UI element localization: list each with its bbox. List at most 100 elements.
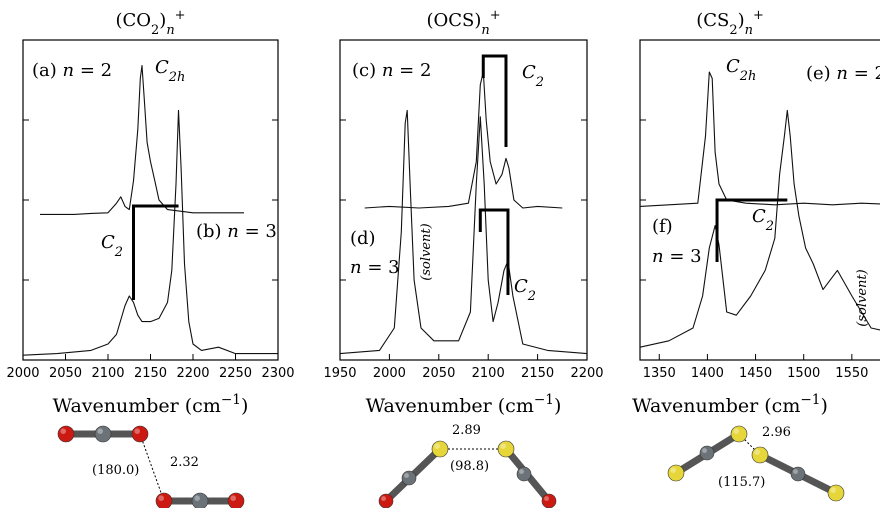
- chart-panel-1: 2000 2050 2100 2150 2200 2250 2300 (CO2)n+ Waven…: [6, 8, 294, 418]
- angle-label: (115.7): [718, 475, 765, 490]
- x-tick-label: 2250: [219, 366, 252, 381]
- symmetry-label: C2h: [726, 56, 756, 84]
- carbon-atom: [191, 492, 209, 508]
- x-tick-label: 2100: [91, 366, 124, 381]
- x-axis-label: Wavenumber (cm−1): [632, 392, 828, 417]
- symmetry-label: C2: [101, 232, 123, 260]
- x-tick-label: 1500: [787, 366, 820, 381]
- spectrum-trace-n2: [364, 71, 563, 209]
- x-tick-label: 1450: [739, 366, 772, 381]
- atom-highlight: [158, 495, 164, 502]
- c2-bracket: [132, 204, 179, 300]
- chart-panel-2: 1950 2000 2050 2100 2150 2200 (OCS)n+ Wavenumbe…: [323, 8, 603, 418]
- chart-panel-3: 1350 1400 1450 1500 1550 (CS2)n+ Wavenumber (c…: [632, 8, 880, 417]
- chart-title: (CO2)n+: [115, 8, 185, 38]
- sulfur-atom: [730, 425, 748, 443]
- carbon-atom: [699, 445, 715, 461]
- x-tick-label: 1400: [691, 366, 724, 381]
- c2-bracket: [481, 54, 508, 147]
- sulfur-atom: [751, 446, 769, 464]
- x-tick-label: 2000: [6, 366, 39, 381]
- x-axis-label: Wavenumber (cm−1): [53, 392, 249, 417]
- x-tick-label: 2050: [422, 366, 455, 381]
- cluster-structure: 2.89 (98.8): [378, 423, 557, 508]
- atom-highlight: [134, 428, 140, 435]
- x-tick-label: 2050: [49, 366, 82, 381]
- atom-highlight: [670, 467, 676, 474]
- x-tick-label: 1550: [835, 366, 868, 381]
- spectrum-trace-n3: [339, 109, 588, 355]
- distance-label: 2.32: [170, 455, 199, 470]
- chart-title: (OCS)n+: [426, 8, 500, 38]
- atom-highlight: [60, 428, 66, 435]
- symmetry-label: C2: [514, 276, 536, 304]
- c2-bracket: [478, 208, 510, 295]
- distance-label: 2.89: [452, 423, 481, 438]
- plot-frame: [22, 39, 279, 361]
- intermolecular-contact: [139, 433, 165, 502]
- carbon-atom: [516, 466, 532, 482]
- cluster-structure: 2.32 (180.0): [57, 425, 245, 508]
- x-tick-label: 2150: [521, 366, 554, 381]
- atom-highlight: [830, 487, 836, 494]
- angle-label: (98.8): [450, 459, 489, 474]
- sulfur-atom: [431, 440, 449, 458]
- atom-highlight: [381, 496, 386, 501]
- spectrum-trace-n2: [40, 65, 244, 215]
- x-tick-label: 2200: [570, 366, 603, 381]
- x-tick-label: 2200: [176, 366, 209, 381]
- solvent-label: (solvent): [855, 269, 870, 326]
- oxygen-atom: [155, 492, 173, 508]
- x-tick-label: 1350: [643, 366, 676, 381]
- symmetry-label: C2: [752, 206, 774, 234]
- cluster-structure: 2.96 (115.7): [667, 425, 845, 502]
- atom-highlight: [754, 449, 760, 456]
- atom-highlight: [194, 495, 200, 502]
- sulfur-atom: [827, 484, 845, 502]
- atom-highlight: [793, 469, 798, 474]
- x-tick-label: 2100: [472, 366, 505, 381]
- sulfur-atom: [667, 464, 685, 482]
- panel-label-d: (d): [350, 228, 376, 249]
- panel-label-f: (f): [652, 216, 673, 237]
- atom-highlight: [97, 428, 103, 435]
- atom-highlight: [230, 495, 236, 502]
- atom-highlight: [733, 428, 739, 435]
- spectrum-trace-n3: [639, 109, 880, 348]
- oxygen-atom: [541, 493, 557, 508]
- c2-bracket: [715, 198, 788, 262]
- oxygen-atom: [227, 492, 245, 508]
- panel-label-d-n: n = 3: [350, 257, 400, 278]
- panel-label-f-n: n = 3: [652, 246, 702, 267]
- distance-label: 2.96: [762, 425, 791, 440]
- oxygen-atom: [57, 425, 75, 443]
- panel-label-b: (b) n = 3: [196, 221, 277, 242]
- panel-label-e: (e) n = 2: [806, 63, 880, 84]
- x-tick-label: 2000: [373, 366, 406, 381]
- plot-frame: [339, 39, 588, 361]
- carbon-atom: [790, 466, 806, 482]
- x-axis-label: Wavenumber (cm−1): [366, 392, 562, 417]
- carbon-atom: [401, 470, 417, 486]
- atom-highlight: [702, 448, 707, 453]
- chart-title: (CS2)n+: [696, 8, 764, 38]
- atom-highlight: [404, 473, 409, 478]
- x-tick-label: 2300: [261, 366, 294, 381]
- x-tick-label: 1950: [323, 366, 356, 381]
- atom-highlight: [500, 443, 507, 450]
- spectrum-trace-n2: [639, 71, 880, 207]
- sulfur-atom: [497, 440, 515, 458]
- oxygen-atom: [131, 425, 149, 443]
- spectrum-trace-n3: [22, 109, 278, 356]
- angle-label: (180.0): [92, 463, 139, 478]
- symmetry-label: C2: [522, 62, 544, 90]
- atom-highlight: [434, 443, 441, 450]
- panel-label-a: (a) n = 2: [32, 60, 112, 81]
- x-tick-label: 2150: [134, 366, 167, 381]
- carbon-atom: [94, 425, 112, 443]
- solvent-label: (solvent): [419, 223, 434, 280]
- panel-label-c: (c) n = 2: [352, 60, 431, 81]
- atom-highlight: [519, 469, 524, 474]
- symmetry-label: C2h: [155, 57, 185, 85]
